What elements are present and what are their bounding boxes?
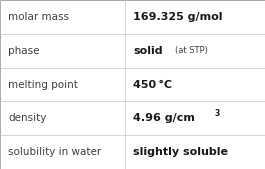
Text: melting point: melting point <box>8 79 78 90</box>
Text: molar mass: molar mass <box>8 12 69 22</box>
Text: 4.96 g/cm: 4.96 g/cm <box>133 113 195 123</box>
Text: slightly soluble: slightly soluble <box>133 147 228 157</box>
Text: solid: solid <box>133 46 163 56</box>
Text: 169.325 g/mol: 169.325 g/mol <box>133 12 223 22</box>
Text: 3: 3 <box>214 109 219 118</box>
Text: (at STP): (at STP) <box>175 46 208 55</box>
Text: density: density <box>8 113 46 123</box>
Text: 450 °C: 450 °C <box>133 79 172 90</box>
Text: phase: phase <box>8 46 39 56</box>
Text: solubility in water: solubility in water <box>8 147 101 157</box>
